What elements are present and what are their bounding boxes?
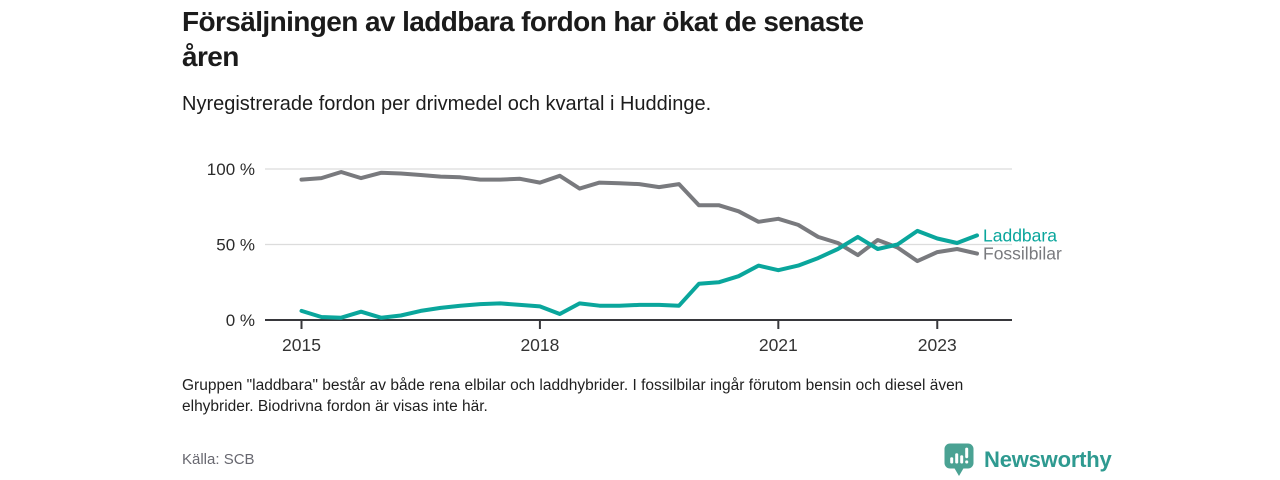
y-tick-label: 50 % [216, 236, 255, 255]
legend-label-fossilbilar: Fossilbilar [983, 244, 1062, 264]
page-title-line1: Försäljningen av laddbara fordon har öka… [182, 6, 864, 37]
x-tick-label: 2018 [520, 335, 559, 355]
x-tick-label: 2023 [918, 335, 957, 355]
footnote-line2: elhybrider. Biodrivna fordon är visas in… [182, 397, 488, 415]
chart-subtitle: Nyregistrerade fordon per drivmedel och … [182, 93, 712, 115]
x-tick-label: 2021 [759, 335, 798, 355]
source-label: Källa: SCB [182, 451, 255, 468]
newsworthy-wordmark: Newsworthy [984, 447, 1112, 472]
bar-chart-speech-bubble-icon [944, 443, 974, 476]
footnote-line1: Gruppen "laddbara" består av både rena e… [182, 377, 964, 394]
series-line-laddbara [299, 228, 979, 320]
x-tick-label: 2015 [282, 335, 321, 355]
newsworthy-logo: Newsworthy [944, 443, 1112, 477]
legend-label-laddbara: Laddbara [983, 225, 1057, 245]
y-tick-label: 0 % [226, 311, 255, 330]
chart-footnote: Gruppen "laddbara" består av både rena e… [182, 376, 1072, 417]
page-title: Försäljningen av laddbara fordon har öka… [182, 4, 1082, 74]
y-tick-label: 100 % [207, 160, 255, 179]
series-line-fossilbilar [299, 170, 979, 264]
page-title-line2: åren [182, 41, 239, 72]
